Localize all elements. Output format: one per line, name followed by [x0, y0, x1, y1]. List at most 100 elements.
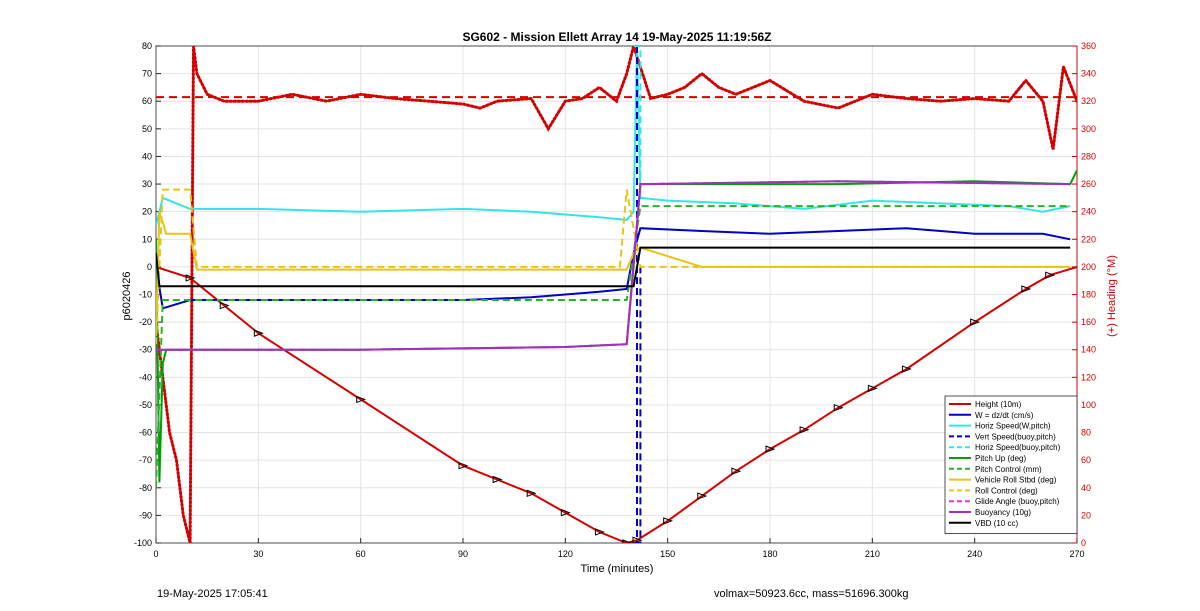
height-marker — [185, 274, 196, 282]
legend: Height (10m) W = dz/dt (cm/s) Horiz Speed(… — [944, 395, 1078, 535]
height-marker — [765, 445, 776, 453]
y-tick-label: -70 — [139, 455, 152, 465]
y-tick-label: -100 — [134, 538, 152, 548]
height-marker — [970, 318, 981, 326]
legend-label: Vert Speed(buoy,pitch) — [975, 432, 1056, 441]
x-tick-label: 150 — [660, 549, 675, 559]
y-tick-label: -90 — [139, 510, 152, 520]
y2-tick-label: 0 — [1081, 538, 1086, 548]
y2-tick-label: 260 — [1081, 179, 1096, 189]
x-tick-label: 210 — [865, 549, 880, 559]
height-marker — [799, 426, 810, 434]
y2-tick-label: 40 — [1081, 483, 1091, 493]
y-axis-label: p6020426 — [121, 272, 133, 321]
y2-axis-label: (+) Heading (°M) — [1106, 255, 1118, 337]
x-axis-label: Time (minutes) — [581, 563, 654, 575]
y-tick-label: 10 — [142, 234, 152, 244]
y2-tick-label: 200 — [1081, 262, 1096, 272]
height-marker — [901, 365, 912, 373]
y-tick-label: -10 — [139, 290, 152, 300]
legend-label: W = dz/dt (cm/s) — [975, 411, 1034, 420]
series-line — [156, 188, 1071, 345]
legend-label: Pitch Control (mm) — [975, 465, 1042, 474]
legend-label: Vehicle Roll Stbd (deg) — [975, 476, 1057, 485]
y-tick-label: -60 — [139, 428, 152, 438]
height-marker — [697, 492, 708, 500]
height-marker — [219, 301, 230, 310]
series-line — [156, 246, 1071, 288]
x-tick-label: 240 — [967, 549, 982, 559]
height-marker — [663, 517, 674, 525]
y-tick-label: 60 — [142, 96, 152, 106]
chart-title: SG602 - Mission Ellett Array 14 19-May-2… — [462, 30, 771, 44]
y2-tick-label: 320 — [1081, 96, 1096, 106]
y2-tick-label: 280 — [1081, 151, 1096, 161]
height-marker — [622, 539, 633, 543]
legend-label: Horiz Speed(buoy,pitch) — [975, 443, 1061, 452]
y-tick-label: 30 — [142, 179, 152, 189]
x-tick-label: 90 — [458, 549, 468, 559]
y2-tick-label: 20 — [1081, 510, 1091, 520]
height-marker — [526, 489, 537, 498]
legend-label: VBD (10 cc) — [975, 519, 1018, 528]
height-marker — [1045, 271, 1056, 279]
y-tick-label: -20 — [139, 317, 152, 327]
footer-timestamp: 19-May-2025 17:05:41 — [157, 588, 268, 600]
legend-label: Pitch Up (deg) — [975, 454, 1026, 463]
height-marker — [560, 508, 571, 517]
y-tick-label: -50 — [139, 400, 152, 410]
y2-tick-label: 340 — [1081, 69, 1096, 79]
y2-tick-label: 140 — [1081, 345, 1096, 355]
series-line — [156, 180, 1071, 351]
y2-tick-label: 160 — [1081, 317, 1096, 327]
x-tick-label: 120 — [558, 549, 573, 559]
y-tick-label: -30 — [139, 345, 152, 355]
y2-tick-label: 220 — [1081, 234, 1096, 244]
series-line — [156, 46, 1071, 226]
heading-series-line — [156, 46, 1077, 543]
height-marker — [356, 395, 367, 404]
legend-label: Roll Control (deg) — [975, 486, 1038, 495]
height-marker — [458, 461, 469, 470]
legend-label: Height (10m) — [975, 400, 1022, 409]
legend-box — [944, 395, 1078, 535]
x-tick-label: 60 — [356, 549, 366, 559]
y2-tick-label: 80 — [1081, 428, 1091, 438]
height-marker — [1021, 285, 1032, 293]
height-marker — [731, 467, 742, 475]
height-marker — [594, 528, 605, 536]
x-tick-label: 270 — [1069, 549, 1084, 559]
y2-tick-label: 120 — [1081, 372, 1096, 382]
height-marker — [253, 329, 264, 337]
y2-tick-label: 60 — [1081, 455, 1091, 465]
y-tick-label: 0 — [147, 262, 152, 272]
series-line — [156, 227, 1071, 310]
y2-tick-label: 240 — [1081, 207, 1096, 217]
x-tick-label: 30 — [253, 549, 263, 559]
series-group — [156, 46, 1077, 543]
height-marker — [492, 475, 503, 484]
x-tick-label: 180 — [762, 549, 777, 559]
y-tick-label: 20 — [142, 207, 152, 217]
height-marker — [632, 536, 643, 543]
y2-tick-label: 300 — [1081, 124, 1096, 134]
series-line — [156, 265, 1077, 543]
legend-label: Glide Angle (buoy,pitch) — [975, 497, 1060, 506]
footer-mass-info: volmax=50923.6cc, mass=51696.300kg — [714, 588, 909, 600]
x-tick-label: 0 — [153, 549, 158, 559]
y2-tick-label: 360 — [1081, 41, 1096, 51]
y-tick-label: 70 — [142, 69, 152, 79]
y2-tick-label: 100 — [1081, 400, 1096, 410]
y-tick-label: 40 — [142, 151, 152, 161]
y2-tick-label: 180 — [1081, 290, 1096, 300]
y-tick-label: -80 — [139, 483, 152, 493]
series-line — [636, 46, 642, 543]
height-marker — [867, 384, 878, 393]
plot-area: 0 30 60 90 120 150 180 210 240 270-100-90-80-70-6… — [134, 41, 1096, 559]
y-tick-label: -40 — [139, 372, 152, 382]
height-marker — [833, 403, 844, 412]
y-tick-label: 80 — [142, 41, 152, 51]
y-tick-label: 50 — [142, 124, 152, 134]
legend-label: Horiz Speed(W,pitch) — [975, 422, 1051, 431]
